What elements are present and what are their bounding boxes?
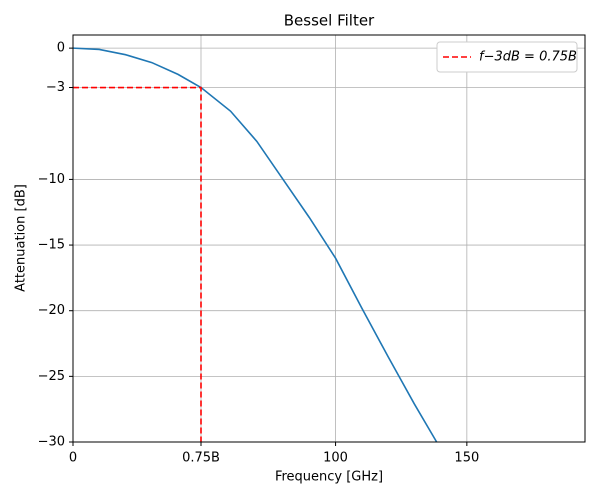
y-tick-label: −30: [38, 435, 65, 450]
legend-label: f−3dB = 0.75B: [479, 50, 577, 65]
legend: f−3dB = 0.75B: [436, 41, 578, 73]
y-tick-label: −15: [38, 238, 65, 253]
x-tick-label: 0.75B: [182, 451, 220, 466]
series-line: [73, 86, 202, 442]
legend-box: [436, 41, 578, 73]
y-tick-label: −25: [38, 369, 65, 384]
chart-title: Bessel Filter: [284, 12, 375, 30]
x-tick-label: 0: [69, 451, 77, 466]
y-tick-label: −3: [46, 80, 65, 95]
y-tick-label: −10: [38, 172, 65, 187]
series-line: [72, 47, 438, 443]
y-axis-label: Attenuation [dB]: [14, 184, 29, 292]
x-tick-label: 100: [323, 451, 348, 466]
x-tick-label: 150: [454, 451, 479, 466]
x-axis-label: Frequency [GHz]: [275, 470, 383, 485]
plot-frame: [72, 34, 586, 443]
y-tick-label: 0: [57, 41, 65, 56]
y-tick-label: −20: [38, 303, 65, 318]
